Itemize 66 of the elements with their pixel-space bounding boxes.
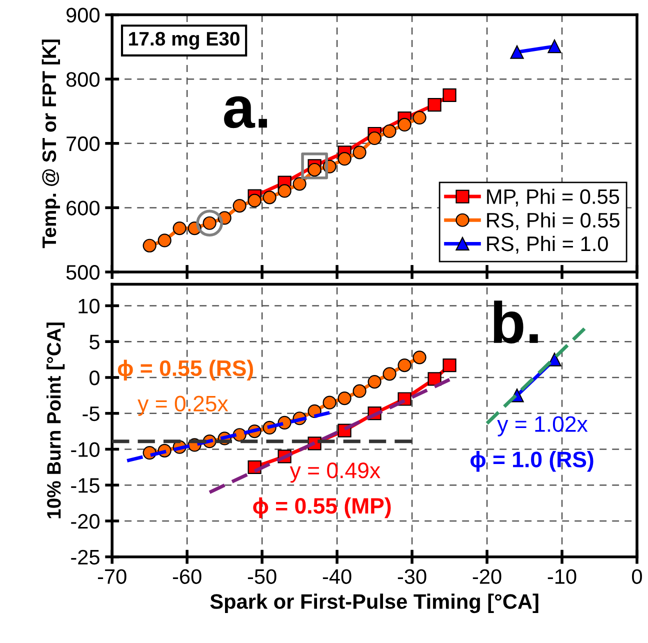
point bbox=[338, 152, 352, 166]
point bbox=[412, 110, 426, 124]
point bbox=[142, 238, 156, 252]
y-axis-title: Temp. @ ST or FPT [K] bbox=[42, 40, 60, 248]
point bbox=[442, 358, 456, 372]
point bbox=[382, 124, 396, 138]
point bbox=[352, 146, 366, 160]
point bbox=[292, 177, 306, 191]
point bbox=[278, 184, 292, 198]
point bbox=[352, 384, 366, 398]
y-tick-label: 10 bbox=[78, 298, 100, 314]
y-tick-label: -10 bbox=[71, 442, 100, 457]
x-tick-label: -20 bbox=[472, 569, 502, 584]
y-tick-label: 5 bbox=[90, 334, 100, 350]
annotation: a. bbox=[224, 96, 267, 128]
annotation: ϕ = 0.55 (MP) bbox=[253, 497, 391, 518]
y-tick-label: 0 bbox=[90, 370, 100, 386]
x-tick-label: -10 bbox=[548, 569, 576, 584]
x-tick-label: -50 bbox=[248, 569, 276, 584]
point bbox=[428, 372, 442, 386]
point bbox=[262, 190, 276, 204]
point bbox=[338, 391, 352, 406]
legend-label: MP, Phi = 0.55 bbox=[487, 188, 620, 206]
y-tick-label: 800 bbox=[66, 72, 100, 87]
y-tick-label: -15 bbox=[71, 478, 100, 493]
point bbox=[428, 98, 442, 112]
y-tick-label: 700 bbox=[66, 136, 100, 152]
annotation: y = 0.25x bbox=[138, 396, 228, 416]
point bbox=[442, 88, 456, 102]
point bbox=[382, 367, 396, 381]
x-tick-label: -70 bbox=[98, 569, 126, 584]
y-tick-label: -25 bbox=[71, 550, 100, 565]
point bbox=[412, 350, 426, 364]
y-axis-title: 10% Burn Point [°CA] bbox=[46, 322, 65, 518]
y-tick-label: -5 bbox=[82, 406, 100, 422]
y-tick-label: 600 bbox=[66, 200, 100, 216]
y-tick-label: 500 bbox=[66, 264, 100, 280]
point bbox=[548, 39, 562, 54]
x-tick-label: -30 bbox=[398, 569, 426, 584]
point bbox=[368, 374, 382, 389]
annotation: 17.8 mg E30 bbox=[129, 32, 240, 50]
point bbox=[232, 198, 246, 213]
x-tick-label: -40 bbox=[322, 569, 352, 584]
x-tick-label: 0 bbox=[632, 569, 642, 584]
point bbox=[510, 45, 524, 59]
x-tick-label: -60 bbox=[172, 569, 202, 584]
point bbox=[398, 118, 412, 132]
point bbox=[158, 234, 172, 248]
legend-label: RS, Phi = 0.55 bbox=[487, 212, 620, 230]
annotation: b. bbox=[494, 300, 538, 344]
legend-label: RS, Phi = 1.0 bbox=[487, 236, 608, 254]
point bbox=[398, 358, 412, 372]
annotation: ϕ = 1.0 (RS) bbox=[470, 451, 594, 472]
point bbox=[368, 131, 382, 146]
point bbox=[248, 194, 262, 208]
point bbox=[172, 221, 186, 236]
annotation: y = 1.02x bbox=[497, 416, 588, 436]
x-axis-title: Spark or First-Pulse Timing [°CA] bbox=[210, 594, 538, 614]
point bbox=[301, 152, 328, 180]
point bbox=[322, 396, 336, 410]
annotation: ϕ = 0.55 (RS) bbox=[118, 360, 254, 380]
annotation: y = 0.49x bbox=[290, 462, 380, 483]
y-tick-label: 900 bbox=[66, 8, 100, 23]
point bbox=[548, 352, 562, 366]
y-tick-label: -20 bbox=[71, 514, 100, 529]
point bbox=[196, 210, 223, 237]
